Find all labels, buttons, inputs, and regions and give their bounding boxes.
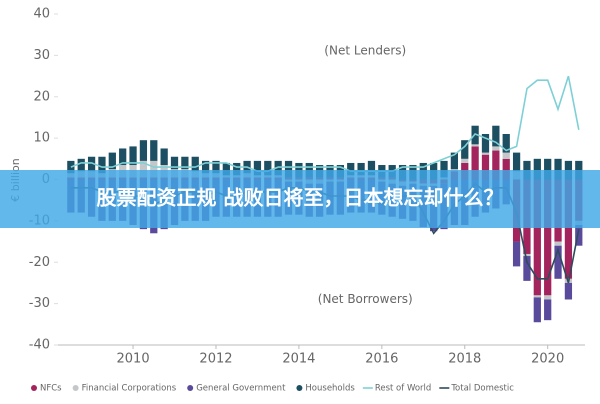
x-tick-label: 2020 [531,352,564,367]
bar [512,152,521,172]
bar [170,156,179,170]
x-tick-label: 2016 [365,352,398,367]
bar [544,299,552,321]
legend-swatch [187,385,194,391]
bar [440,160,448,178]
bar [191,156,199,172]
bar [564,179,573,279]
legend-swatch [72,385,79,391]
bar [222,162,230,176]
bar [347,162,355,176]
bar [533,158,541,180]
bar [533,295,541,298]
bar [554,245,562,279]
bar [367,160,376,176]
bar [481,133,490,153]
bar [119,148,127,166]
legend-swatch [296,385,303,391]
bar [201,160,210,174]
legend-label: NFCs [40,384,62,394]
y-tick-label: 20 [33,89,50,104]
banner-text: 股票配资正规 战败日将至，日本想忘却什么？ [97,186,504,210]
bar [512,241,521,267]
legend-label: General Government [196,384,286,394]
legend-label: Households [305,384,355,394]
bar [533,297,541,323]
bar [544,179,552,296]
y-tick-label: 10 [33,131,50,146]
bar [533,179,541,296]
bar [67,160,75,174]
bar [212,160,220,174]
bar [450,152,459,170]
x-tick-label: 2014 [282,352,315,367]
bar [98,156,106,174]
legend-label: Total Domestic [450,384,514,394]
bar [461,140,469,159]
bar [139,140,148,161]
y-tick-label: 40 [33,7,50,22]
bar [357,162,365,176]
y-tick-label: -20 [29,255,50,270]
annotation: (Net Lenders) [324,44,406,58]
x-tick-label: 2012 [199,352,232,367]
bar [544,295,552,300]
bar [554,241,562,246]
y-tick-label: -40 [29,338,50,353]
bar [233,162,241,176]
x-tick-label: 2010 [117,352,150,367]
y-tick-label: 30 [33,48,50,63]
bar [481,152,490,155]
bar [150,140,158,161]
bar [274,160,282,176]
bar [502,152,510,159]
bar [471,146,479,180]
bar [284,160,293,178]
bar [150,160,158,178]
x-tick-label: 2018 [448,352,481,367]
bar [481,154,490,180]
line [70,75,580,172]
bar [264,160,272,176]
bar [492,125,500,147]
bar [575,225,583,246]
legend-item: Financial Corporations [72,384,177,394]
bar [181,156,189,170]
bar [471,144,479,147]
legend-item: Rest of World [362,384,431,394]
annotation: (Net Borrowers) [318,292,413,306]
y-tick-label: -30 [29,296,50,311]
bar [87,156,96,172]
bar [492,150,500,180]
bar [502,158,510,180]
bar [139,160,148,178]
legend-label: Financial Corporations [82,384,177,394]
bar [523,256,531,281]
legend-label: Rest of World [375,384,431,394]
bar [492,146,500,151]
legend-item: Households [296,384,355,394]
bar [253,160,262,176]
legend-item: NFCs [31,384,62,394]
legend-swatch [31,385,37,391]
bar [160,148,168,166]
bar [564,282,573,300]
bar [77,158,85,172]
legend-item: General Government [187,384,286,394]
legend-item: Total Domestic [439,384,514,394]
bar [461,158,469,163]
bar [544,158,552,180]
banner-band [0,170,600,228]
bar [523,253,531,257]
bar [108,152,116,170]
bar [502,133,510,153]
bar [554,158,562,180]
bar [129,146,137,166]
